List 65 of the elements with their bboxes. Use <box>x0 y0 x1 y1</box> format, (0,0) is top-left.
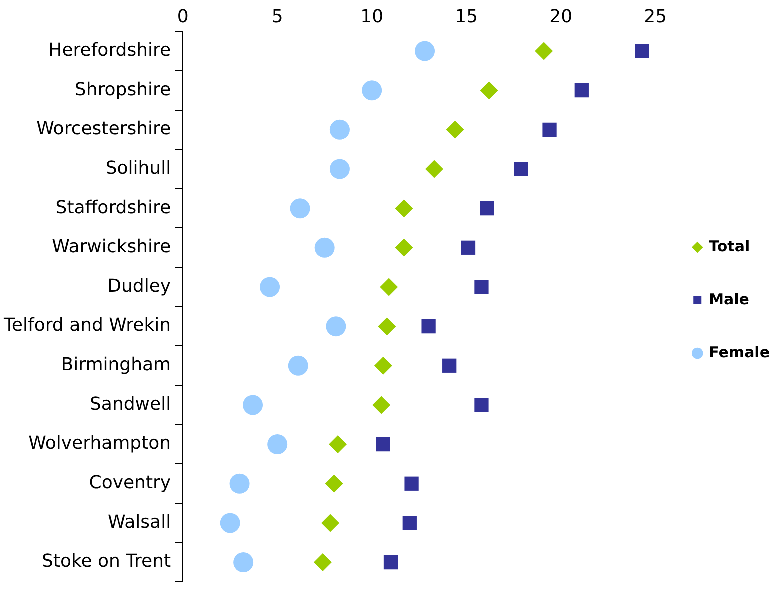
point <box>243 395 264 416</box>
y-tick-label: Telford and Wrekin <box>2 315 172 336</box>
x-tick-label: 25 <box>644 6 668 28</box>
point <box>325 474 344 493</box>
y-tick-label: Stoke on Trent <box>42 551 172 572</box>
point <box>314 238 335 258</box>
point <box>395 238 414 257</box>
y-tick-label: Wolverhampton <box>28 433 172 454</box>
y-tick-label: Birmingham <box>61 354 172 376</box>
y-tick-label: Walsall <box>108 512 172 533</box>
point <box>260 277 280 298</box>
y-tick-label: Solihull <box>106 158 172 179</box>
y-tick-label: Herefordshire <box>48 40 172 61</box>
point <box>514 162 528 176</box>
point <box>314 554 332 572</box>
point <box>442 358 457 373</box>
y-tick-label: Dudley <box>108 276 172 297</box>
point <box>384 555 398 570</box>
point <box>446 120 464 139</box>
point <box>268 434 288 455</box>
point <box>380 278 398 296</box>
point <box>376 437 391 452</box>
point <box>330 159 350 180</box>
point <box>372 396 391 414</box>
point <box>474 280 489 294</box>
point <box>234 552 254 573</box>
point <box>535 42 554 60</box>
legend-label: Male <box>709 290 750 308</box>
point <box>404 476 419 491</box>
point <box>374 356 392 375</box>
x-tick-label: 0 <box>177 6 189 28</box>
point <box>480 82 498 100</box>
point <box>329 436 348 454</box>
point <box>288 356 308 376</box>
y-tick-label: Sandwell <box>90 394 172 415</box>
point <box>480 202 494 216</box>
legend-label: Total <box>709 237 750 256</box>
y-tick-label: Warwickshire <box>52 236 172 258</box>
point <box>402 516 417 530</box>
point <box>330 120 350 140</box>
point <box>220 513 240 534</box>
point <box>395 200 414 218</box>
y-tick-label: Staffordshire <box>56 197 172 218</box>
point <box>362 80 382 101</box>
point <box>425 160 444 178</box>
point <box>635 44 650 58</box>
x-tick-label: 10 <box>360 6 384 28</box>
point <box>326 316 346 337</box>
point <box>378 318 396 336</box>
y-tick-label: Worcestershire <box>36 118 172 140</box>
y-tick-label: Coventry <box>89 472 172 494</box>
point <box>461 240 476 255</box>
legend-label: Female <box>709 343 770 362</box>
y-tick-label: Shropshire <box>74 79 172 100</box>
point <box>542 122 557 137</box>
point <box>290 198 310 219</box>
point <box>574 84 589 98</box>
point <box>474 398 489 412</box>
point <box>422 319 436 334</box>
point <box>230 474 250 494</box>
x-tick-label: 20 <box>550 6 573 28</box>
x-tick-label: 15 <box>455 6 478 28</box>
point <box>322 514 340 532</box>
point <box>415 41 436 62</box>
x-tick-label: 5 <box>272 6 284 28</box>
